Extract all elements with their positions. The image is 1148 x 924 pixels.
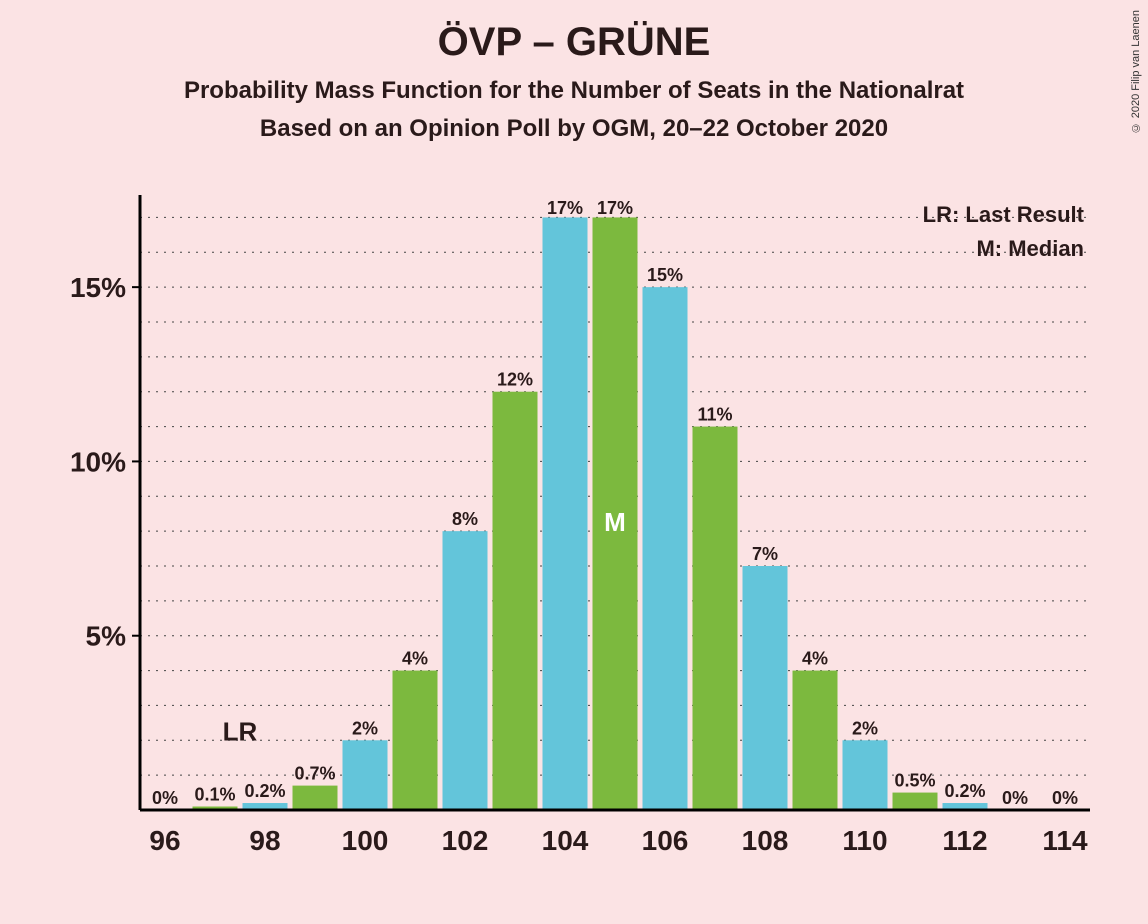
x-tick-label: 104 [542, 825, 589, 856]
bar [543, 217, 588, 810]
bar [343, 740, 388, 810]
bar-value-label: 8% [452, 509, 478, 529]
x-tick-label: 100 [342, 825, 389, 856]
bar-value-label: 2% [352, 718, 378, 738]
bar [693, 427, 738, 810]
bar-value-label: 7% [752, 544, 778, 564]
chart-area: 5% 10% 15% 0% 0.1% 0.2% 0.7% 2% 4% 8% 12% 17% 17% 15%… [60, 190, 1100, 870]
lr-marker: LR [223, 716, 258, 746]
bar [393, 671, 438, 810]
x-tick-label: 110 [842, 825, 887, 856]
bar [443, 531, 488, 810]
y-tick-label: 15% [70, 272, 126, 303]
bar-value-label: 0% [152, 788, 178, 808]
bar-value-label: 11% [697, 405, 732, 425]
chart-subtitle-1: Probability Mass Function for the Number… [0, 77, 1148, 105]
y-tick-label: 5% [86, 621, 127, 652]
chart-titles: ÖVP – GRÜNE Probability Mass Function fo… [0, 0, 1148, 143]
bar [843, 740, 888, 810]
median-marker: M [604, 507, 626, 537]
bar [643, 287, 688, 810]
bar-value-label: 0.1% [194, 785, 235, 805]
bar [743, 566, 788, 810]
y-tick-label: 10% [70, 446, 126, 477]
copyright-text: © 2020 Filip van Laenen [1130, 10, 1142, 133]
bar-value-label: 17% [547, 198, 583, 218]
bar [793, 671, 838, 810]
chart-svg: 5% 10% 15% 0% 0.1% 0.2% 0.7% 2% 4% 8% 12% 17% 17% 15%… [60, 190, 1100, 870]
bar-value-label: 0.2% [244, 781, 285, 801]
bar-value-label: 0% [1052, 788, 1078, 808]
bar-value-label: 12% [497, 370, 533, 390]
x-tick-label: 102 [442, 825, 489, 856]
legend-m: M: Median [976, 236, 1084, 261]
x-tick-label: 98 [249, 825, 280, 856]
x-tick-label: 114 [1042, 825, 1088, 856]
x-tick-label: 108 [742, 825, 789, 856]
chart-title: ÖVP – GRÜNE [0, 20, 1148, 65]
bar-value-label: 0.2% [944, 781, 985, 801]
bar [493, 392, 538, 810]
bar-value-label: 0% [1002, 788, 1028, 808]
bar-value-label: 4% [402, 649, 428, 669]
bar [893, 793, 938, 810]
x-tick-label: 112 [942, 825, 987, 856]
bar-value-label: 15% [647, 265, 683, 285]
legend-lr: LR: Last Result [923, 202, 1085, 227]
bar-value-label: 2% [852, 718, 878, 738]
bar-value-label: 0.5% [894, 771, 935, 791]
bar-value-label: 17% [597, 198, 633, 218]
x-tick-label: 106 [642, 825, 689, 856]
bar-value-label: 4% [802, 649, 828, 669]
x-tick-label: 96 [149, 825, 180, 856]
bar-value-label: 0.7% [294, 764, 335, 784]
bar [293, 786, 338, 810]
chart-subtitle-2: Based on an Opinion Poll by OGM, 20–22 O… [0, 115, 1148, 143]
